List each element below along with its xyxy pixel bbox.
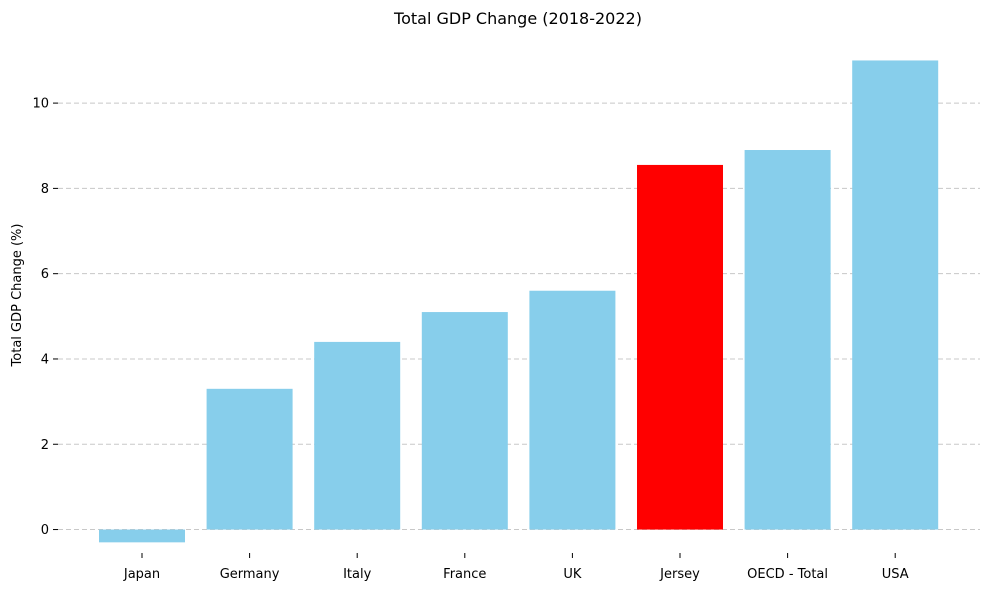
- x-axis-ticks: Japan Germany Italy France UK Jersey OECD - To…: [123, 553, 909, 582]
- y-tick-label: 2: [41, 438, 49, 453]
- x-tick-label: UK: [563, 567, 582, 582]
- grid-lines: [58, 102, 980, 531]
- x-tick-label: Italy: [343, 567, 372, 582]
- y-tick-label: 8: [41, 182, 49, 197]
- x-tick-label: OECD - Total: [747, 567, 828, 582]
- y-tick-label: 6: [41, 267, 49, 282]
- y-tick-label: 0: [41, 523, 49, 538]
- bar-jersey: [637, 164, 723, 530]
- chart-title: Total GDP Change (2018-2022): [393, 9, 642, 28]
- y-axis-ticks: 0 2 4 6 8 10: [32, 97, 58, 538]
- x-tick-label: Jersey: [659, 567, 700, 582]
- y-tick-label: 10: [32, 97, 49, 112]
- bar-germany: [206, 388, 293, 530]
- x-tick-label: USA: [882, 567, 909, 582]
- bar-usa: [852, 60, 939, 530]
- bar-italy: [314, 341, 401, 530]
- x-tick-label: France: [443, 567, 486, 582]
- bar-france: [421, 312, 508, 530]
- x-tick-label: Germany: [220, 567, 280, 582]
- bar-oecd-total: [744, 150, 831, 530]
- bar-uk: [529, 290, 616, 530]
- y-axis-label: Total GDP Change (%): [10, 224, 25, 368]
- bars: [99, 60, 939, 543]
- bar-japan: [99, 529, 185, 543]
- x-tick-label: Japan: [123, 567, 160, 582]
- y-tick-label: 4: [41, 352, 49, 367]
